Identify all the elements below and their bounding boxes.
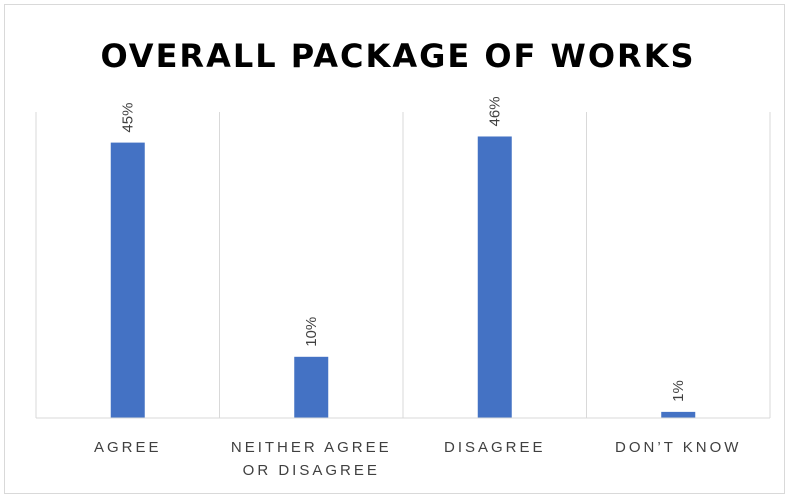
chart-title: OVERALL PACKAGE OF WORKS — [100, 37, 695, 75]
data-label: 46% — [487, 96, 504, 126]
data-label: 10% — [303, 317, 320, 347]
data-labels: 45% 10% 46% 1% — [120, 96, 688, 401]
category-label: DON’T KNOW — [615, 439, 741, 456]
category-label: NEITHER AGREE — [231, 439, 392, 456]
bar — [110, 142, 145, 418]
data-label: 1% — [670, 380, 687, 402]
category-gridlines — [35, 112, 771, 418]
category-label: DISAGREE — [444, 439, 546, 456]
bar — [477, 136, 512, 419]
bar — [294, 356, 329, 418]
category-labels: AGREE NEITHER AGREE OR DISAGREE DISAGREE DON… — [94, 439, 741, 479]
bars — [110, 136, 696, 419]
bar — [661, 411, 696, 418]
category-label: OR DISAGREE — [243, 462, 380, 479]
data-label: 45% — [120, 103, 137, 133]
category-label: AGREE — [94, 439, 162, 456]
